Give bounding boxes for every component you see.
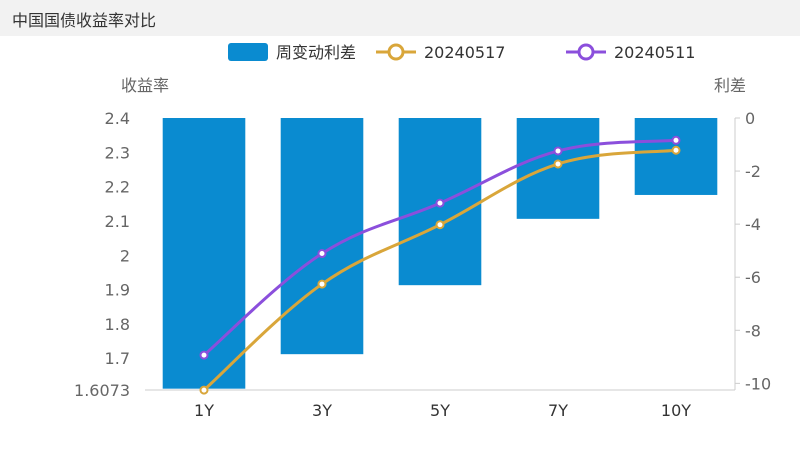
legend-label: 20240517 xyxy=(424,43,505,62)
left-tick-label: 2.4 xyxy=(105,109,130,128)
left-tick-label: 2 xyxy=(120,246,130,265)
point-20240511-1Y[interactable] xyxy=(199,350,209,360)
bar-10Y xyxy=(634,118,718,195)
point-20240517-1Y[interactable] xyxy=(199,385,209,395)
point-20240511-10Y[interactable] xyxy=(671,135,681,145)
legend-swatch-marker xyxy=(577,43,595,61)
point-20240517-7Y[interactable] xyxy=(553,159,563,169)
point-20240511-7Y[interactable] xyxy=(553,146,563,156)
left-tick-label: 1.8 xyxy=(105,315,130,334)
point-20240517-5Y[interactable] xyxy=(435,220,445,230)
right-tick-label: -6 xyxy=(745,268,761,287)
legend-label: 20240511 xyxy=(614,43,695,62)
right-axis-title: 利差 xyxy=(714,76,746,95)
right-tick-label: 0 xyxy=(745,109,755,128)
bar-3Y xyxy=(280,118,364,355)
legend: 周变动利差 20240517 20240511 xyxy=(228,43,695,62)
bar-1Y xyxy=(162,118,246,389)
legend-swatch-marker xyxy=(387,43,405,61)
x-tick-label: 3Y xyxy=(312,401,332,420)
title-bar: 中国国债收益率对比 xyxy=(0,0,800,36)
x-tick-label: 10Y xyxy=(661,401,691,420)
left-tick-label: 1.7 xyxy=(105,349,130,368)
point-20240511-5Y[interactable] xyxy=(435,198,445,208)
right-tick-label: -4 xyxy=(745,215,761,234)
legend-label: 周变动利差 xyxy=(276,43,356,62)
left-tick-label: 2.3 xyxy=(105,143,130,162)
x-tick-label: 7Y xyxy=(548,401,568,420)
point-20240517-3Y[interactable] xyxy=(317,279,327,289)
left-tick-label: 2.2 xyxy=(105,178,130,197)
legend-swatch-bar[interactable] xyxy=(228,43,268,61)
x-tick-label: 1Y xyxy=(194,401,214,420)
chart-title: 中国国债收益率对比 xyxy=(12,11,157,30)
x-tick-label: 5Y xyxy=(430,401,450,420)
left-axis-title: 收益率 xyxy=(121,76,169,95)
right-tick-label: -10 xyxy=(745,374,771,393)
left-tick-label: 1.9 xyxy=(105,281,130,300)
left-tick-label: 2.1 xyxy=(105,212,130,231)
chart: 收益率 利差 2.4 2.3 2.2 2.1 2 1.9 1.8 1.7 1.6073 0 -2 -4 -6… xyxy=(74,43,771,420)
point-20240517-10Y[interactable] xyxy=(671,145,681,155)
right-tick-label: -8 xyxy=(745,321,761,340)
left-tick-label: 1.6073 xyxy=(74,381,130,400)
watermark: www.365jz.com xyxy=(664,433,790,452)
point-20240511-3Y[interactable] xyxy=(317,249,327,259)
right-tick-label: -2 xyxy=(745,162,761,181)
